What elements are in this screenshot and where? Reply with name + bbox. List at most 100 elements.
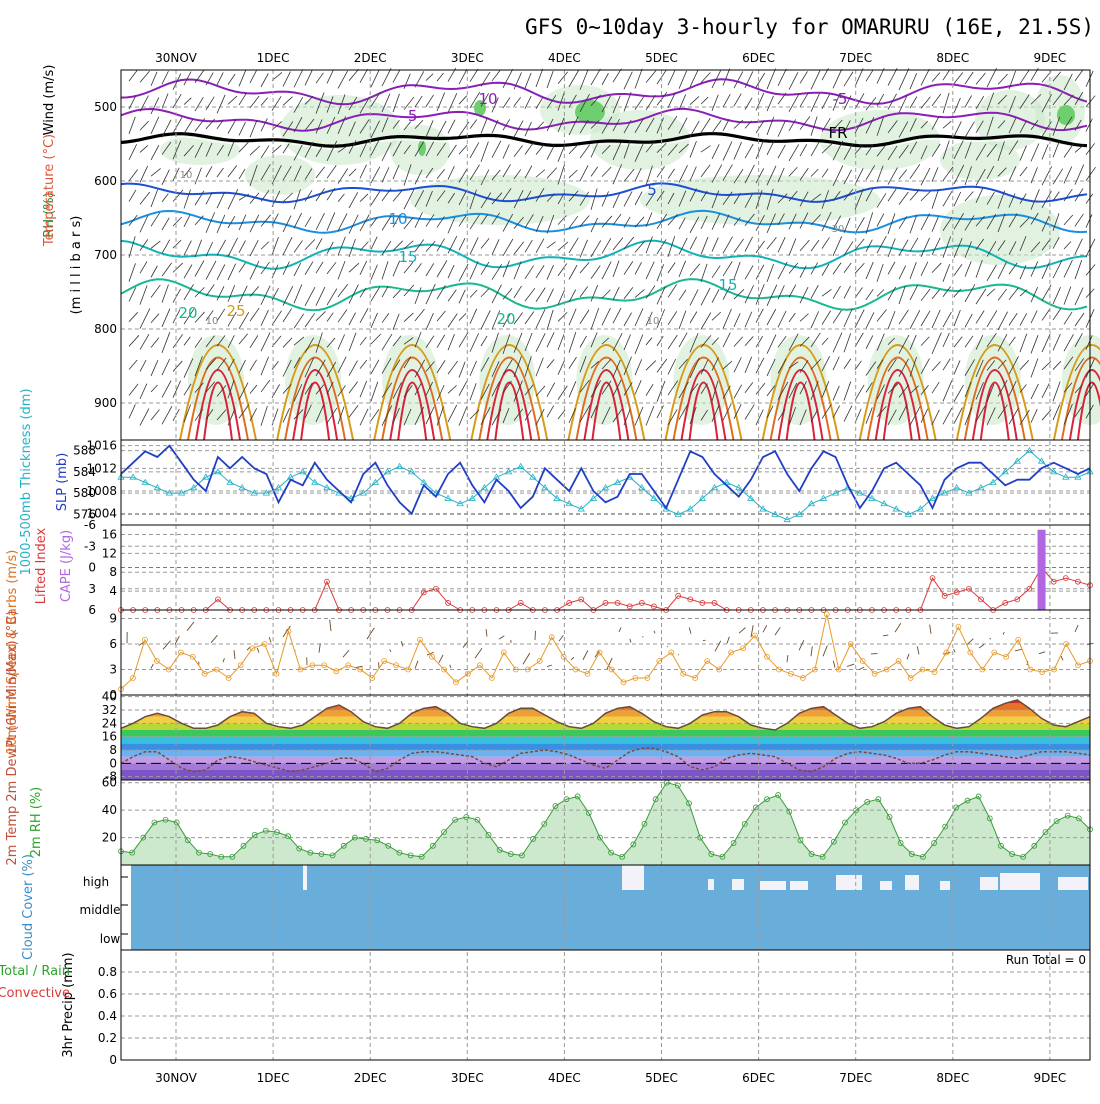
tick-li: 4: [109, 584, 117, 598]
wind-barb-10m: [715, 641, 721, 652]
wind-barb: [712, 95, 718, 111]
wind-barb: [162, 381, 171, 398]
wind-barb: [646, 236, 652, 253]
wind-barb: [360, 69, 368, 82]
wind-barb: [129, 170, 138, 181]
wind-barb: [459, 238, 465, 250]
wind-barb-10m: [187, 622, 194, 631]
wind-barb: [833, 357, 839, 370]
tick-li: 3: [88, 582, 96, 596]
wind-barb: [745, 144, 753, 158]
wind-barb: [701, 313, 711, 330]
wind-barb: [283, 97, 292, 106]
wind-barb-10m: [954, 649, 955, 652]
wind-barb: [239, 122, 246, 136]
wind-barb: [382, 261, 388, 279]
contour-label: -5: [403, 107, 418, 125]
wind-barb: [448, 265, 454, 278]
wind-barb: [437, 260, 447, 277]
wind-barb: [371, 287, 380, 301]
tick-wind: 6: [109, 637, 117, 651]
wind-barb: [767, 141, 774, 155]
wind-barb: [173, 217, 182, 226]
wind-barb: [1075, 288, 1083, 305]
wind-barb: [371, 360, 379, 374]
pressure-tick: 700: [94, 248, 117, 262]
wind-barb: [954, 337, 962, 348]
wind-barb: [305, 239, 315, 249]
wind-barb-10m: [930, 625, 931, 634]
wind-barb: [976, 289, 986, 304]
wind-barb: [316, 213, 325, 230]
wind-barb: [932, 290, 939, 299]
wind-barb: [481, 142, 488, 162]
wind-barb: [888, 287, 896, 300]
tick-li: 16: [102, 527, 117, 541]
wind-barb: [217, 72, 223, 85]
wind-barb: [426, 95, 433, 107]
wind-barb: [536, 358, 543, 376]
wind-barb: [250, 335, 258, 347]
wind-barb: [1064, 215, 1073, 225]
tick-rh: 60: [102, 776, 117, 790]
wind-barb: [371, 191, 380, 205]
wind-barb-10m: [475, 648, 482, 658]
wind-barb: [690, 141, 696, 157]
wind-barb: [811, 94, 819, 112]
wind-barb: [822, 169, 828, 178]
cloud-gap: [732, 879, 744, 890]
cloud-gap: [836, 875, 862, 890]
wind-barb: [338, 194, 344, 202]
wind-barb: [261, 73, 268, 87]
wind-barb: [316, 238, 322, 249]
wind-barb: [701, 146, 710, 152]
wind-barb-10m: [523, 653, 530, 664]
wind-barb: [558, 312, 567, 321]
wind-barb: [206, 261, 216, 280]
wind-barb: [844, 263, 851, 273]
wind-barb: [976, 311, 984, 324]
date-label-top: 1DEC: [257, 51, 290, 65]
wind-barb: [371, 382, 378, 402]
wind-barb: [393, 70, 400, 82]
wind-barb-10m: [630, 639, 631, 643]
wind-barb: [734, 337, 743, 347]
wind-barb: [349, 361, 358, 376]
wind-barb: [624, 313, 632, 326]
wind-barb: [745, 357, 752, 373]
wind-barb: [140, 308, 150, 328]
wind-barb: [932, 333, 941, 354]
wind-barb-10m: [763, 625, 767, 632]
wind-barb: [932, 117, 939, 130]
date-label-bottom: 9DEC: [1033, 1071, 1066, 1085]
wind-barb-10m: [990, 638, 991, 639]
wind-barb: [305, 190, 312, 201]
wind-barb: [393, 94, 399, 112]
pressure-tick: 500: [94, 100, 117, 114]
wind-barb: [261, 310, 268, 326]
wind-barb: [822, 338, 828, 345]
wind-barb-10m: [907, 654, 909, 660]
wind-barb: [140, 334, 149, 349]
wind-barb: [1086, 214, 1092, 227]
temp-band: [121, 763, 1090, 770]
wind-barb: [294, 213, 302, 228]
wind-barb: [756, 336, 763, 347]
wind-barb: [184, 119, 193, 133]
precip-panel: 0.80.60.40.20: [98, 965, 1090, 1067]
wind-barb: [129, 360, 137, 370]
wind-barb: [932, 263, 941, 273]
wind-barb: [602, 290, 610, 299]
wind-barb: [481, 336, 487, 346]
wind-barb: [569, 238, 578, 253]
wind-barb: [437, 73, 444, 81]
wind-barb: [954, 310, 960, 326]
wind-barb-10m: [559, 635, 563, 641]
wind-barb: [184, 241, 191, 256]
temp-band: [121, 743, 1090, 750]
wind-barb: [459, 69, 467, 84]
wind-barb: [657, 166, 665, 177]
wind-barb: [129, 144, 137, 160]
